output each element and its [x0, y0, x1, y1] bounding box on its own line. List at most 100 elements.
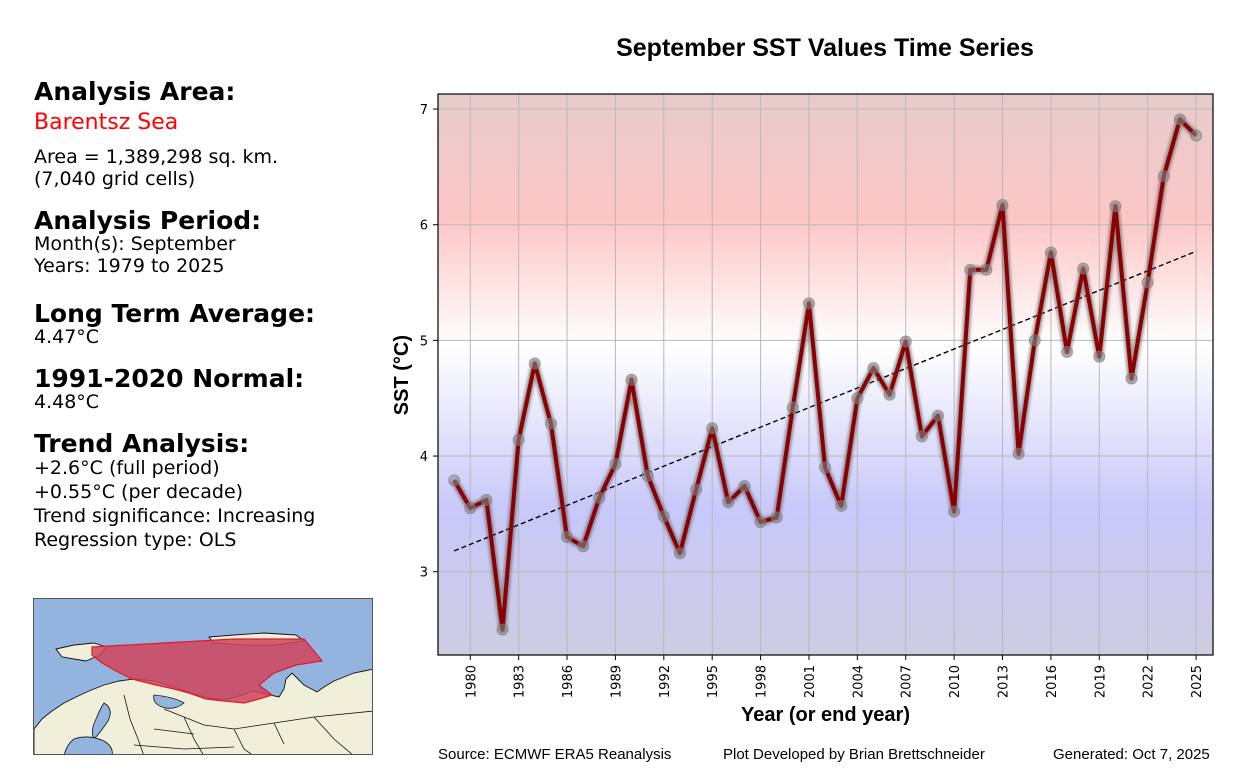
data-point	[899, 335, 912, 348]
x-tick-label: 1995	[706, 665, 721, 698]
trend-analysis-heading: Trend Analysis:	[34, 429, 250, 458]
data-point	[641, 469, 654, 482]
data-point	[512, 433, 525, 446]
normal-value: 4.48°C	[34, 391, 100, 413]
data-point	[1125, 372, 1138, 385]
data-point	[964, 263, 977, 276]
data-point	[770, 511, 783, 524]
y-tick-label: 4	[420, 450, 428, 465]
data-point	[738, 480, 751, 493]
years-line: Years: 1979 to 2025	[34, 255, 225, 277]
data-point	[673, 547, 686, 560]
region-map-graphic	[34, 599, 372, 754]
x-tick-label: 2022	[1142, 665, 1157, 698]
data-point	[819, 461, 832, 474]
data-point	[786, 401, 799, 414]
data-point	[915, 430, 928, 443]
data-point	[754, 515, 767, 528]
data-point	[1077, 262, 1090, 275]
data-point	[480, 494, 493, 507]
data-point	[996, 199, 1009, 212]
x-tick-label: 2019	[1093, 665, 1108, 698]
map-white-sea	[153, 694, 185, 709]
plot-background	[438, 94, 1213, 655]
data-point	[932, 409, 944, 422]
data-point	[448, 474, 461, 487]
data-point	[883, 388, 896, 401]
data-point	[948, 505, 961, 518]
data-point	[528, 357, 541, 370]
data-point	[1061, 345, 1074, 358]
map-region-polygon	[91, 638, 324, 704]
x-tick-label: 2004	[851, 665, 866, 698]
x-tick-label: 1986	[561, 665, 576, 698]
data-point	[625, 373, 638, 386]
chart-title: September SST Values Time Series	[616, 34, 1034, 62]
region-name: Barentsz Sea	[34, 110, 179, 135]
long-term-average-value: 4.47°C	[34, 326, 100, 348]
y-tick-label: 3	[420, 566, 428, 581]
data-point	[1012, 447, 1025, 460]
x-tick-label: 2007	[900, 665, 915, 698]
footer-developer: Plot Developed by Brian Brettschneider	[723, 746, 985, 763]
x-axis-label: Year (or end year)	[741, 704, 910, 726]
plot-frame	[437, 93, 1214, 656]
trend-layer	[453, 250, 1197, 552]
data-point	[835, 499, 848, 512]
series-layer	[448, 113, 1203, 636]
data-point	[593, 491, 606, 504]
data-point	[1141, 276, 1154, 289]
long-term-average-heading: Long Term Average:	[34, 299, 316, 328]
x-tick-label: 2001	[803, 665, 818, 698]
x-tick-label: 1998	[755, 665, 770, 698]
footer-generated: Generated: Oct 7, 2025	[1053, 746, 1210, 763]
footer-source: Source: ECMWF ERA5 Reanalysis	[438, 746, 672, 763]
data-point	[577, 540, 590, 553]
data-point	[496, 623, 509, 636]
data-point	[980, 263, 993, 276]
data-point	[802, 297, 815, 310]
area-size: Area = 1,389,298 sq. km.	[34, 146, 279, 168]
x-tick-label: 1989	[609, 665, 624, 698]
analysis-area-heading: Analysis Area:	[34, 77, 236, 106]
x-tick-label: 2025	[1190, 665, 1205, 698]
data-point	[1109, 200, 1122, 213]
x-tick-label: 2013	[997, 665, 1012, 698]
x-tick-label: 1980	[464, 665, 479, 698]
trend-significance: Trend significance: Increasing	[34, 505, 316, 527]
data-point	[464, 502, 477, 515]
y-axis-label: SST (°C)	[391, 335, 413, 415]
data-point	[867, 362, 880, 375]
map-baltic-sea	[64, 736, 113, 754]
y-tick-label: 7	[420, 103, 428, 118]
y-axis-ticks: 3 4 5 6 7	[420, 103, 438, 581]
y-tick-label: 5	[420, 334, 428, 349]
trend-per-decade: +0.55°C (per decade)	[34, 481, 244, 503]
data-point	[561, 531, 574, 544]
trend-full-period: +2.6°C (full period)	[34, 457, 220, 479]
x-axis-ticks: 1980 1983 1986 1989 1992 1995 1998 2001 2004 2007…	[464, 655, 1205, 698]
x-tick-label: 1983	[513, 665, 528, 698]
x-tick-label: 1992	[658, 665, 673, 698]
x-tick-label: 2016	[1045, 665, 1060, 698]
data-point	[657, 510, 670, 523]
data-point	[1173, 113, 1186, 126]
data-point	[1157, 170, 1170, 183]
data-point	[1093, 350, 1106, 363]
region-map	[33, 598, 373, 755]
data-point	[609, 458, 622, 471]
data-point	[690, 483, 703, 496]
analysis-period-heading: Analysis Period:	[34, 206, 262, 235]
x-tick-label: 2010	[948, 665, 963, 698]
data-point	[1190, 129, 1203, 142]
data-point	[706, 422, 719, 435]
data-point	[851, 392, 864, 405]
months-line: Month(s): September	[34, 233, 236, 255]
data-point	[1044, 246, 1057, 259]
map-borders	[123, 694, 372, 754]
y-tick-label: 6	[420, 219, 428, 234]
regression-type: Regression type: OLS	[34, 529, 237, 551]
data-point	[1028, 334, 1041, 347]
trend-line	[453, 250, 1197, 552]
